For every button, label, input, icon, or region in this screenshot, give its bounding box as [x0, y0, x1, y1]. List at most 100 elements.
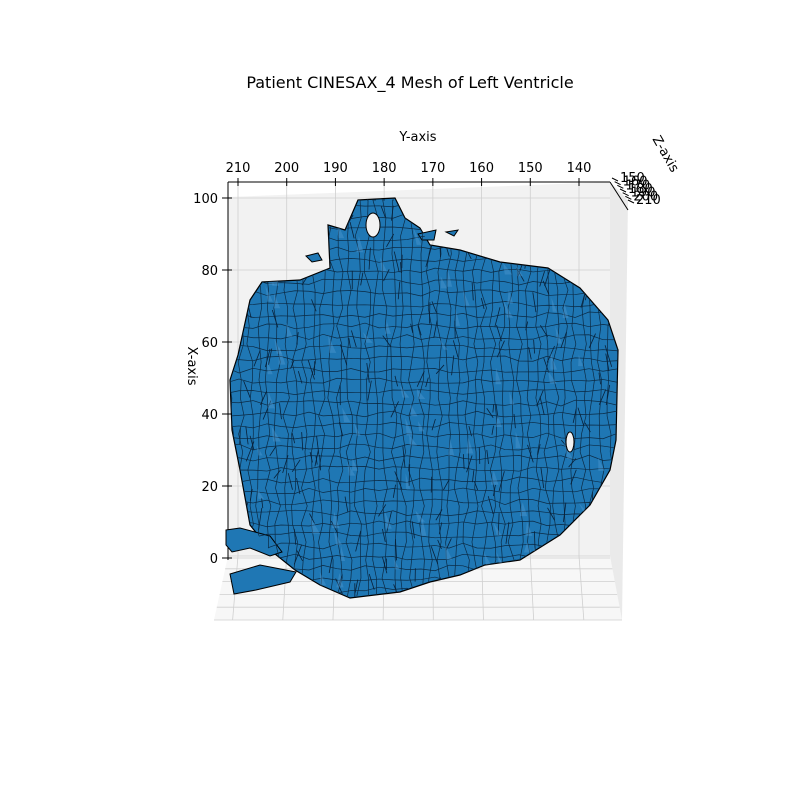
- mesh-wire: [296, 332, 299, 345]
- x-tick-label: 0: [210, 552, 218, 567]
- x-tick-label: 20: [201, 480, 218, 495]
- mesh-wire: [495, 403, 499, 419]
- mesh-highlight: [362, 331, 373, 343]
- mesh-surface: [229, 197, 619, 599]
- mesh-wire: [410, 323, 414, 334]
- mesh-wire: [230, 399, 618, 407]
- mesh-highlight: [519, 502, 528, 517]
- y-axis-label: Y-axis: [398, 130, 436, 145]
- mesh-wire: [230, 377, 618, 384]
- mesh-wire: [438, 522, 443, 535]
- mesh-highlight: [384, 511, 392, 529]
- mesh-wire: [437, 539, 442, 550]
- mesh-wire: [542, 280, 550, 295]
- mesh-highlight: [257, 488, 264, 499]
- mesh-wire: [471, 282, 474, 301]
- y-tick-label: 170: [420, 161, 445, 176]
- gridline-y-floor: [578, 555, 585, 621]
- mesh-wire: [442, 479, 450, 491]
- mesh-wire: [271, 309, 279, 328]
- mesh-highlight: [515, 431, 521, 449]
- mesh-wire: [577, 407, 585, 426]
- mesh-wire: [307, 359, 315, 380]
- mesh-wire: [572, 408, 577, 424]
- mesh-wire: [435, 364, 445, 375]
- mesh-wire: [397, 281, 401, 300]
- mesh-wire: [498, 471, 505, 492]
- mesh-wire: [340, 344, 348, 366]
- side-pane: [610, 182, 628, 620]
- mesh-wire: [330, 520, 338, 534]
- mesh-highlight: [274, 338, 283, 354]
- mesh-highlight: [563, 441, 573, 459]
- mesh-wire: [338, 422, 344, 437]
- mesh-wire: [296, 550, 303, 562]
- mesh-wire: [383, 269, 390, 282]
- mesh-wire: [230, 410, 618, 418]
- z-tick-label: 190: [631, 186, 656, 201]
- mesh-wire: [494, 307, 501, 327]
- mesh-wire: [391, 205, 394, 221]
- mesh-wire: [445, 538, 452, 551]
- x-tick-label: 100: [193, 192, 218, 207]
- mesh-wire: [462, 454, 465, 470]
- mesh-wire: [547, 507, 555, 521]
- mesh-wire: [354, 579, 359, 593]
- mesh-wire: [543, 357, 550, 374]
- mesh-wire: [239, 428, 241, 445]
- mesh-wire: [378, 504, 387, 517]
- mesh-wire: [451, 355, 455, 376]
- mesh-wire: [253, 350, 261, 367]
- mesh-highlight: [413, 227, 422, 245]
- mesh-wire: [367, 380, 372, 401]
- mesh-highlight: [380, 257, 387, 272]
- z-tick-mark: [614, 181, 621, 186]
- mesh-highlight: [310, 516, 320, 534]
- mesh-wire: [282, 455, 289, 474]
- mesh-highlight: [385, 321, 391, 334]
- mesh-wire: [319, 454, 321, 471]
- mesh-highlight: [490, 470, 499, 485]
- mesh-wire: [516, 267, 525, 282]
- mesh-highlight: [418, 421, 425, 432]
- y-tick-label: 180: [372, 161, 397, 176]
- mesh-wire: [269, 446, 277, 457]
- mesh-wire: [311, 299, 317, 312]
- mesh-wire: [230, 333, 618, 341]
- mesh-highlight: [340, 545, 346, 562]
- mesh-wire: [399, 199, 407, 597]
- mesh-wire: [527, 444, 534, 463]
- mesh-wire: [478, 447, 481, 464]
- mesh-wire: [598, 372, 602, 385]
- mesh-wire: [584, 422, 591, 433]
- mesh-wire: [532, 292, 537, 313]
- mesh-highlight: [509, 391, 515, 405]
- z-tick-label: 170: [625, 178, 650, 193]
- mesh-wire: [402, 446, 406, 468]
- y-tick-label: 200: [274, 161, 299, 176]
- mesh-highlight: [495, 414, 502, 428]
- mesh-highlight: [266, 359, 273, 375]
- mesh-wire: [381, 199, 389, 597]
- mesh-wire: [287, 473, 293, 490]
- chart-title: Patient CINESAX_4 Mesh of Left Ventricle: [246, 73, 573, 93]
- mesh-wire: [245, 426, 249, 445]
- z-tick-label: 160: [623, 175, 648, 190]
- mesh-highlight: [555, 325, 562, 344]
- mesh-highlight: [516, 264, 524, 277]
- mesh-wire: [393, 251, 400, 273]
- mesh-wire: [408, 199, 416, 597]
- mesh-wire: [268, 348, 273, 366]
- mesh-wire: [249, 435, 255, 451]
- mesh-highlight: [548, 370, 557, 384]
- mesh-wire: [344, 496, 349, 513]
- y-tick-label: 210: [226, 161, 251, 176]
- mesh-highlight: [336, 572, 344, 588]
- mesh-highlight: [440, 276, 448, 289]
- y-tick-label: 160: [469, 161, 494, 176]
- y-tick-label: 140: [567, 161, 592, 176]
- mesh-wire: [301, 432, 304, 451]
- mesh-highlight: [578, 354, 583, 367]
